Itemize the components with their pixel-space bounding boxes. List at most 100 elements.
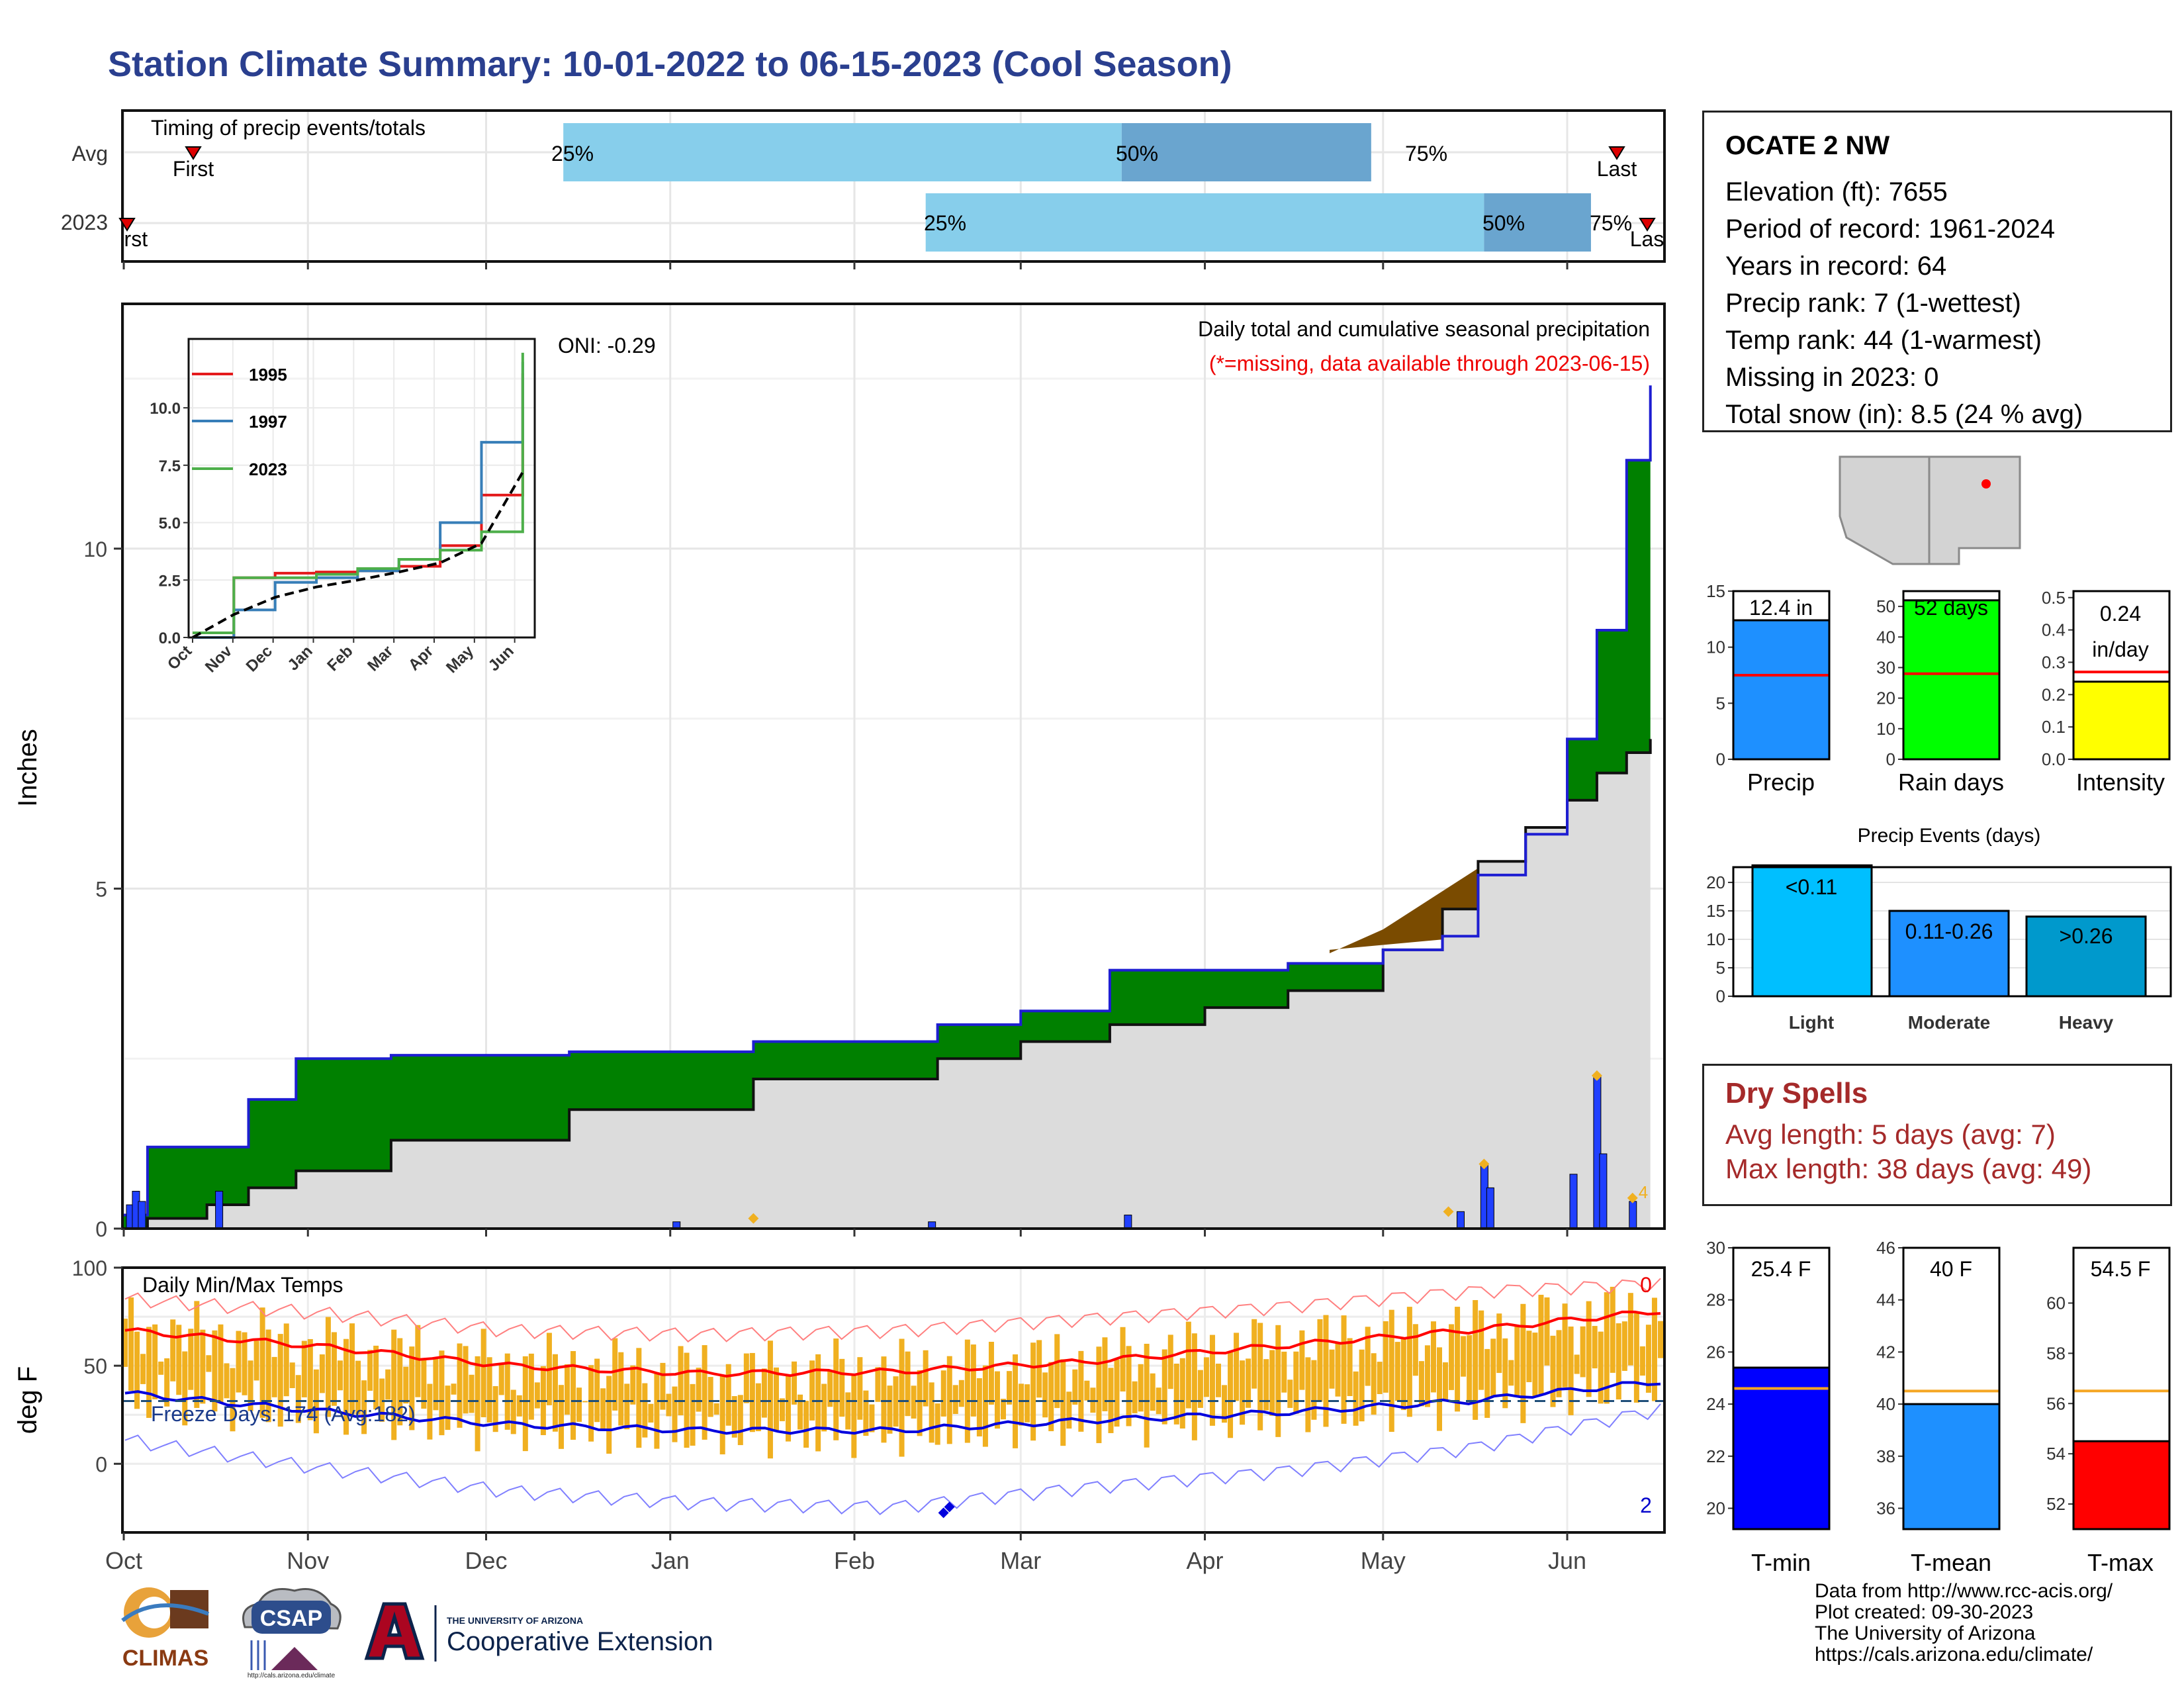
- footer-url: https://cals.arizona.edu/climate/: [1815, 1644, 2093, 1665]
- daily-temp-bar: [1508, 1360, 1514, 1386]
- daily-temp-bar: [1311, 1360, 1317, 1420]
- daily-temp-bar: [1197, 1370, 1203, 1408]
- inset-xtick-label: Dec: [243, 642, 276, 675]
- daily-temp-bar: [1621, 1321, 1627, 1371]
- daily-temp-bar: [373, 1345, 379, 1410]
- precip-ylabel: Inches: [13, 729, 42, 807]
- station-elevation: Elevation (ft): 7655: [1725, 177, 1948, 207]
- daily-temp-bar: [409, 1346, 415, 1430]
- daily-temp-bar: [361, 1380, 367, 1434]
- daily-temp-bar: [140, 1354, 146, 1384]
- daily-temp-bar: [1078, 1350, 1084, 1432]
- daily-temp-bar: [1484, 1348, 1490, 1418]
- daily-temp-bar: [940, 1370, 946, 1417]
- daily-temp-bar: [1436, 1347, 1442, 1431]
- daily-temp-bar: [1257, 1323, 1263, 1430]
- daily-temp-bar: [259, 1307, 265, 1418]
- inset-line-2023: [193, 352, 524, 635]
- daily-temp-bar: [134, 1331, 140, 1409]
- daily-temp-bar: [1526, 1331, 1532, 1382]
- y2023-first-marker: [118, 218, 136, 232]
- daily-temp-bar: [821, 1383, 827, 1432]
- dry-spells-max: Max length: 38 days (avg: 49): [1725, 1153, 2092, 1184]
- csap-cloud-icon: CSAP http://cals.arizona.edu/climate: [242, 1588, 341, 1679]
- daily-temp-bar: [1371, 1353, 1377, 1415]
- daily-temp-bar: [1365, 1327, 1371, 1386]
- precip-below-average-area: [1330, 868, 1479, 953]
- daily-temp-bar: [1580, 1326, 1586, 1378]
- month-label: Oct: [105, 1547, 142, 1574]
- daily-temp-bar: [1479, 1310, 1484, 1390]
- footer-university: The University of Arizona: [1815, 1622, 2036, 1644]
- daily-temp-bar: [1215, 1364, 1221, 1397]
- daily-temp-bar: [421, 1358, 427, 1409]
- daily-temp-bar: [1556, 1330, 1562, 1397]
- daily-temp-bar: [248, 1360, 253, 1411]
- inset-xtick-label: May: [443, 642, 478, 677]
- inset-legend-1997: 1997: [249, 412, 287, 432]
- inset-ytick-label: 2.5: [159, 572, 181, 590]
- daily-temp-bar: [492, 1385, 498, 1432]
- daily-temp-bar: [576, 1387, 582, 1422]
- daily-temp-bar: [815, 1354, 821, 1452]
- daily-temp-bar: [612, 1338, 618, 1411]
- ua-cooperative-extension-logo: THE UNIVERSITY OF ARIZONA Cooperative Ex…: [357, 1599, 741, 1671]
- precip-count-label: 4: [1639, 1182, 1648, 1202]
- daily-temp-bar: [887, 1385, 893, 1434]
- daily-temp-bar: [1084, 1380, 1090, 1401]
- temp-ytick-label: 50: [83, 1354, 107, 1378]
- daily-temp-bar: [654, 1372, 660, 1449]
- daily-temp-bar: [1412, 1324, 1418, 1376]
- daily-temp-bar: [851, 1374, 857, 1458]
- footer-credits: Data from http://www.rcc-acis.org/ Plot …: [1815, 1581, 2113, 1665]
- daily-temp-bar: [1048, 1362, 1054, 1432]
- daily-temp-bar: [893, 1376, 899, 1427]
- daily-temp-bar: [696, 1368, 702, 1412]
- station-total-snow: Total snow (in): 8.5 (24 % avg): [1725, 400, 2083, 429]
- inset-ytick-label: 7.5: [159, 457, 181, 475]
- daily-temp-bar: [1161, 1349, 1167, 1425]
- daily-temp-bar: [1633, 1313, 1639, 1403]
- daily-temp-bar: [558, 1385, 564, 1449]
- daily-temp-bar: [301, 1340, 307, 1397]
- daily-temp-bar: [224, 1363, 230, 1399]
- daily-precip-bar: [1486, 1187, 1494, 1229]
- daily-temp-bar: [1179, 1358, 1185, 1429]
- daily-temp-bar: [988, 1341, 994, 1405]
- csap-url: http://cals.arizona.edu/climate: [248, 1672, 336, 1679]
- daily-temp-bar: [1019, 1383, 1024, 1426]
- inset-line-1997: [193, 361, 524, 639]
- climas-logo: CLIMAS: [109, 1581, 222, 1673]
- daily-temp-bar: [749, 1352, 755, 1432]
- inset-legend-1995: 1995: [249, 365, 287, 385]
- daily-temp-bar: [1377, 1362, 1383, 1395]
- station-temp-rank: Temp rank: 44 (1-warmest): [1725, 326, 2042, 355]
- daily-temp-bar: [875, 1367, 881, 1402]
- temp-avg-min-line: [124, 1381, 1661, 1435]
- daily-temp-bar: [588, 1365, 594, 1442]
- daily-temp-bar: [522, 1356, 528, 1452]
- daily-temp-bar: [164, 1358, 170, 1407]
- daily-temp-bar: [307, 1338, 313, 1421]
- daily-temp-bar: [1424, 1345, 1430, 1407]
- daily-temp-bar: [1228, 1351, 1234, 1438]
- daily-temp-bar: [1167, 1335, 1173, 1389]
- daily-temp-bar: [565, 1364, 570, 1415]
- precip-missing-note: (*=missing, data available through 2023-…: [1209, 352, 1650, 375]
- avg-last-marker: [1608, 146, 1625, 160]
- daily-temp-bar: [594, 1358, 600, 1423]
- daily-temp-bar: [1132, 1381, 1138, 1413]
- daily-temp-bar: [1329, 1349, 1335, 1389]
- climas-text: CLIMAS: [122, 1646, 208, 1671]
- daily-temp-bar: [1473, 1299, 1479, 1420]
- daily-temp-bar: [1240, 1360, 1246, 1425]
- daily-temp-bar: [451, 1383, 457, 1395]
- daily-temp-bar: [1490, 1338, 1496, 1397]
- daily-temp-bar: [1400, 1338, 1406, 1411]
- daily-temp-bar: [1418, 1361, 1424, 1407]
- month-label: May: [1361, 1547, 1406, 1574]
- station-info-box: OCATE 2 NW Elevation (ft): 7655 Period o…: [1702, 111, 2172, 432]
- daily-temp-bar: [1209, 1335, 1215, 1426]
- daily-temp-bar: [881, 1356, 887, 1443]
- inset-ytick-label: 10.0: [150, 400, 181, 418]
